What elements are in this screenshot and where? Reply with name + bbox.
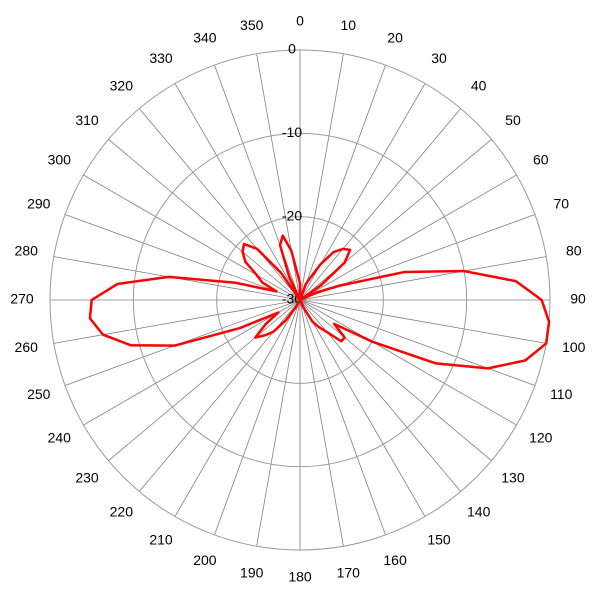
- theta-tick-label: 300: [48, 152, 72, 168]
- spoke: [299, 256, 547, 301]
- theta-tick-label: 240: [48, 430, 72, 446]
- spoke: [214, 299, 301, 536]
- spoke: [299, 299, 492, 462]
- theta-tick-label: 120: [529, 430, 553, 446]
- spoke: [174, 83, 301, 301]
- theta-tick-label: 290: [27, 196, 51, 212]
- spoke: [108, 299, 301, 462]
- spoke: [83, 174, 301, 301]
- theta-tick-label: 160: [383, 552, 407, 568]
- ring: [49, 49, 551, 551]
- spoke: [108, 138, 301, 301]
- theta-tick-label: 270: [10, 291, 34, 307]
- theta-tick-label: 10: [340, 17, 356, 33]
- spoke: [214, 64, 301, 301]
- theta-tick-label: 150: [427, 531, 451, 547]
- spoke: [53, 299, 301, 344]
- ring: [216, 216, 384, 384]
- spoke: [299, 299, 344, 547]
- theta-tick-label: 0: [296, 13, 304, 29]
- theta-tick-label: 180: [288, 569, 312, 585]
- spoke: [256, 299, 301, 547]
- spoke: [299, 299, 426, 517]
- theta-tick-label: 200: [193, 552, 217, 568]
- theta-tick-label: 210: [149, 531, 173, 547]
- pattern-line: [88, 234, 551, 370]
- spoke: [83, 299, 301, 426]
- r-tick-label: -20: [282, 207, 302, 223]
- spoke: [299, 53, 344, 301]
- theta-tick-label: 60: [533, 152, 549, 168]
- theta-tick-label: 320: [110, 78, 134, 94]
- spoke: [299, 299, 547, 344]
- theta-tick-label: 330: [149, 50, 173, 66]
- spoke: [299, 299, 536, 386]
- spoke: [299, 108, 462, 301]
- spoke: [299, 299, 386, 536]
- theta-tick-label: 260: [15, 339, 39, 355]
- theta-tick-label: 40: [471, 78, 487, 94]
- spoke: [299, 64, 386, 301]
- theta-tick-label: 220: [110, 504, 134, 520]
- theta-tick-label: 170: [337, 564, 361, 580]
- theta-tick-label: 90: [570, 291, 586, 307]
- theta-tick-label: 20: [387, 29, 403, 45]
- r-tick-label: 0: [288, 41, 296, 57]
- ring: [132, 132, 468, 468]
- theta-tick-label: 70: [553, 196, 569, 212]
- theta-tick-label: 230: [75, 469, 99, 485]
- theta-tick-label: 340: [193, 29, 217, 45]
- theta-tick-label: 130: [501, 469, 525, 485]
- theta-tick-label: 140: [467, 504, 491, 520]
- spoke: [64, 214, 301, 301]
- spoke: [299, 174, 517, 301]
- theta-tick-label: 190: [240, 564, 264, 580]
- theta-tick-label: 80: [566, 242, 582, 258]
- theta-tick-label: 280: [15, 242, 39, 258]
- theta-tick-label: 310: [75, 112, 99, 128]
- theta-tick-label: 250: [27, 386, 51, 402]
- theta-tick-label: 110: [550, 386, 573, 402]
- theta-tick-label: 350: [240, 17, 264, 33]
- r-tick-label: -10: [282, 124, 302, 140]
- spoke: [299, 299, 517, 426]
- theta-tick-label: 50: [505, 112, 521, 128]
- theta-tick-label: 100: [562, 339, 586, 355]
- spoke: [174, 299, 301, 517]
- spoke: [138, 108, 301, 301]
- theta-tick-label: 30: [431, 50, 447, 66]
